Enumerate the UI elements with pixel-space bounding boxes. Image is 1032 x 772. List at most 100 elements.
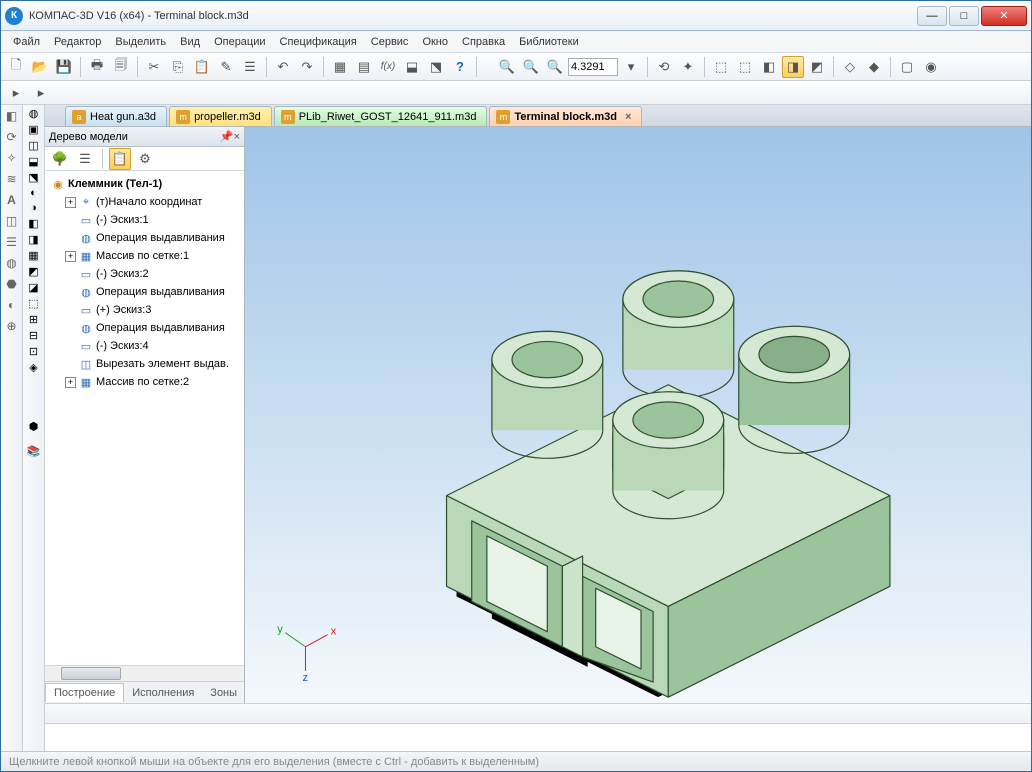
menu-help[interactable]: Справка (456, 34, 511, 50)
persp-icon[interactable]: ◇ (839, 56, 861, 78)
vt-icon[interactable]: ⟳ (3, 128, 21, 146)
vt-icon[interactable]: ☰ (3, 233, 21, 251)
3d-viewport[interactable]: x y z (245, 127, 1031, 703)
zoom-input[interactable] (568, 58, 618, 76)
vt2-icon[interactable]: ◪ (28, 281, 38, 294)
tab-propeller[interactable]: mpropeller.m3d (169, 106, 272, 126)
tree-node[interactable]: +▦Массив по сетке:1 (47, 247, 242, 265)
tab-rivet[interactable]: mPLib_Riwet_GOST_12641_911.m3d (274, 106, 488, 126)
vt2-icon[interactable]: ◍ (29, 107, 39, 120)
tb-icon3[interactable]: ⬓ (401, 56, 423, 78)
print-icon[interactable]: 🖶 (86, 56, 108, 78)
vt-icon[interactable]: ◫ (3, 212, 21, 230)
sect-icon[interactable]: ◆ (863, 56, 885, 78)
tab-heatgun[interactable]: aHeat gun.a3d (65, 106, 167, 126)
redo-icon[interactable]: ↷ (296, 56, 318, 78)
nav2-icon[interactable]: ▸ (30, 82, 52, 104)
paste-icon[interactable]: 📋 (191, 56, 213, 78)
vt-icon[interactable]: A (3, 191, 21, 209)
tree-node[interactable]: +▦Массив по сетке:2 (47, 373, 242, 391)
tree-node[interactable]: ◍Операция выдавливания (47, 319, 242, 337)
orient-icon[interactable]: ✦ (677, 56, 699, 78)
tree-node[interactable]: ◍Операция выдавливания (47, 283, 242, 301)
tree-tb-icon[interactable]: 🌳 (49, 148, 71, 170)
vt2-icon[interactable]: ⊞ (29, 313, 38, 326)
tree-node[interactable]: ▭(-) Эскиз:1 (47, 211, 242, 229)
new-icon[interactable]: 🗋 (5, 56, 27, 78)
vt2-icon[interactable]: ⬓ (28, 155, 38, 168)
maximize-button[interactable]: □ (949, 6, 979, 26)
help-icon[interactable]: ? (449, 56, 471, 78)
menu-libraries[interactable]: Библиотеки (513, 34, 585, 50)
preview-icon[interactable]: 🗐 (110, 56, 132, 78)
pin-icon[interactable]: 📌 (220, 130, 234, 143)
props-icon[interactable]: ☰ (239, 56, 261, 78)
vt2-icon[interactable]: ⊟ (29, 329, 38, 342)
nohidden-icon[interactable]: ◧ (758, 56, 780, 78)
vt-icon[interactable]: ≋ (3, 170, 21, 188)
vt2-icon[interactable]: ▣ (28, 123, 38, 136)
tab-close-icon[interactable]: × (625, 111, 631, 123)
vt-icon[interactable]: ✧ (3, 149, 21, 167)
menu-spec[interactable]: Спецификация (274, 34, 363, 50)
tree-node[interactable]: ▭(-) Эскиз:4 (47, 337, 242, 355)
tree-tab-build[interactable]: Построение (45, 683, 124, 702)
lib-icon[interactable]: 📚 (27, 445, 41, 458)
vt2-icon[interactable]: ⬢ (29, 420, 39, 433)
vt-icon[interactable]: ◍ (3, 254, 21, 272)
vt2-icon[interactable]: ◨ (28, 233, 38, 246)
tree-node[interactable]: ▭(-) Эскиз:2 (47, 265, 242, 283)
nav1-icon[interactable]: ▸ (5, 82, 27, 104)
tree-root[interactable]: ◉Клеммник (Тел-1) (47, 175, 242, 193)
tree-tb-icon[interactable]: 📋 (109, 148, 131, 170)
box-icon[interactable]: ▢ (896, 56, 918, 78)
rotate-icon[interactable]: ⟲ (653, 56, 675, 78)
zoom-win-icon[interactable]: 🔍 (544, 56, 566, 78)
tab-terminal[interactable]: mTerminal block.m3d× (489, 106, 642, 126)
zoom-fit-icon[interactable]: 🔍 (496, 56, 518, 78)
menu-service[interactable]: Сервис (365, 34, 415, 50)
render-icon[interactable]: ◉ (920, 56, 942, 78)
shaded2-icon[interactable]: ◩ (806, 56, 828, 78)
dropdown-icon[interactable]: ▾ (620, 56, 642, 78)
tb-icon2[interactable]: ▤ (353, 56, 375, 78)
zoom-in-icon[interactable]: 🔍 (520, 56, 542, 78)
hidden-icon[interactable]: ⬚ (734, 56, 756, 78)
menu-select[interactable]: Выделить (109, 34, 172, 50)
shaded-icon[interactable]: ◨ (782, 56, 804, 78)
cut-icon[interactable]: ✂ (143, 56, 165, 78)
tree-tb-icon[interactable]: ⚙ (134, 148, 156, 170)
brush-icon[interactable]: ✎ (215, 56, 237, 78)
close-button[interactable]: ✕ (981, 6, 1027, 26)
vt2-icon[interactable]: ◫ (28, 139, 38, 152)
vt-icon[interactable]: ⊕ (3, 317, 21, 335)
tree-node[interactable]: +⌖(т)Начало координат (47, 193, 242, 211)
vt2-icon[interactable]: ⊡ (29, 345, 38, 358)
vt2-icon[interactable]: ◑ (30, 202, 37, 214)
tree-node[interactable]: ◫Вырезать элемент выдав. (47, 355, 242, 373)
vt2-icon[interactable]: ▦ (28, 249, 38, 262)
menu-editor[interactable]: Редактор (48, 34, 107, 50)
tree-node[interactable]: ◍Операция выдавливания (47, 229, 242, 247)
vt2-icon[interactable]: ◈ (29, 361, 37, 374)
vt-icon[interactable]: ◐ (3, 296, 21, 314)
save-icon[interactable]: 💾 (53, 56, 75, 78)
tb-icon4[interactable]: ⬔ (425, 56, 447, 78)
menu-window[interactable]: Окно (416, 34, 454, 50)
panel-close-icon[interactable]: × (234, 131, 240, 143)
vt-icon[interactable]: ◧ (3, 107, 21, 125)
menu-operations[interactable]: Операции (208, 34, 271, 50)
menu-file[interactable]: Файл (7, 34, 46, 50)
open-icon[interactable]: 📂 (29, 56, 51, 78)
minimize-button[interactable]: — (917, 6, 947, 26)
fx-icon[interactable]: f(x) (377, 56, 399, 78)
tree-tb-icon[interactable]: ☰ (74, 148, 96, 170)
wire-icon[interactable]: ⬚ (710, 56, 732, 78)
undo-icon[interactable]: ↶ (272, 56, 294, 78)
vt-icon[interactable]: ⬣ (3, 275, 21, 293)
copy-icon[interactable]: ⎘ (167, 56, 189, 78)
vt2-icon[interactable]: ⬚ (28, 297, 38, 310)
vt2-icon[interactable]: ◐ (30, 187, 37, 199)
tb-icon[interactable]: ▦ (329, 56, 351, 78)
vt2-icon[interactable]: ◧ (28, 217, 38, 230)
